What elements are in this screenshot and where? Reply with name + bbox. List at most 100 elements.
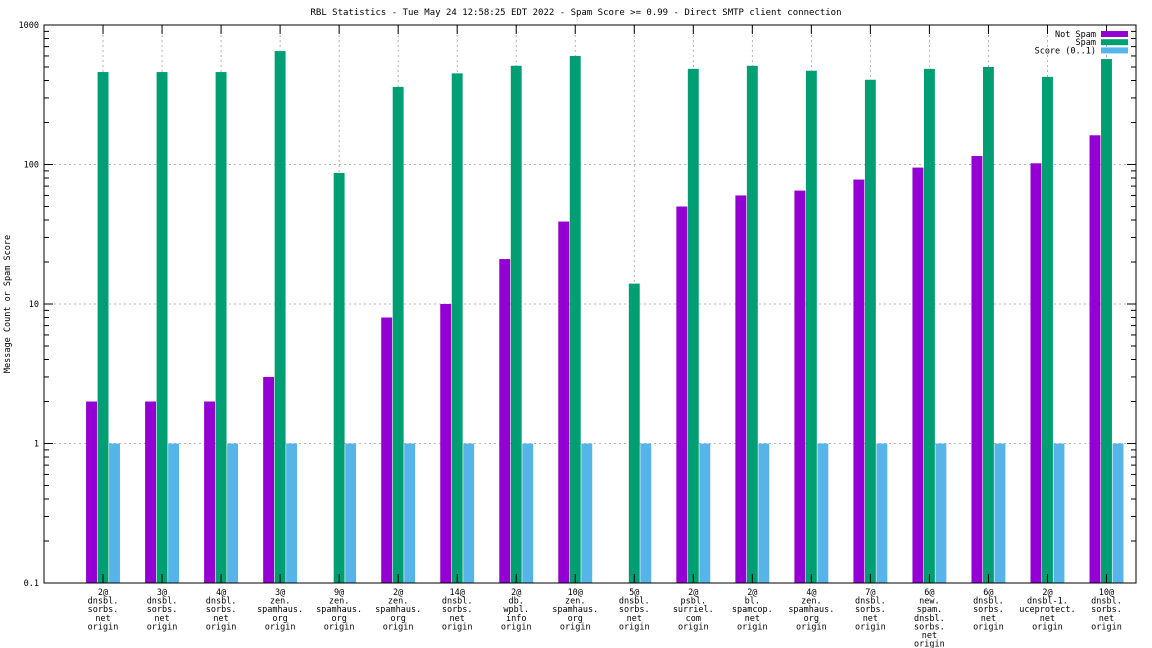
category-label-line: dnsbl. <box>914 614 945 624</box>
category-label: 3@ dnsbl. sorbs. net origin <box>147 588 178 632</box>
category-label-line: net <box>981 614 996 624</box>
category-label-line: org <box>568 614 583 624</box>
category-label-line: spamhaus. <box>257 605 303 615</box>
y-tick-label: 0.1 <box>24 579 39 589</box>
category-label-line: 10@ <box>1099 588 1114 598</box>
bar-spam <box>805 70 817 583</box>
category-label-line: origin <box>324 622 355 632</box>
bar-score-0-1 <box>345 443 357 583</box>
category-label-line: net <box>450 614 465 624</box>
category-label-line: org <box>272 614 287 624</box>
category-label-line: 2@ <box>747 588 757 598</box>
category-label-line: sorbs. <box>88 605 119 615</box>
bar-score-0-1 <box>1053 443 1065 583</box>
y-axis-label: Message Count or Spam Score <box>3 235 13 373</box>
y-tick-label: 1 <box>34 440 39 450</box>
category-label-line: spamhaus. <box>552 605 598 615</box>
category-label-line: wpbl. <box>503 605 529 615</box>
category-label-line: 6@ <box>983 588 993 598</box>
category-label-line: spamhaus. <box>788 605 834 615</box>
category-label-line: origin <box>442 622 473 632</box>
category-label-line: origin <box>737 622 768 632</box>
bars <box>86 51 1124 584</box>
category-label-line: net <box>745 614 760 624</box>
category-label-line: origin <box>914 640 945 648</box>
bar-spam <box>1101 59 1112 583</box>
bar-score-0-1 <box>227 443 239 583</box>
category-label-line: spamhaus. <box>375 605 421 615</box>
category-label-line: sorbs. <box>914 622 945 632</box>
category-label-line: 2@ <box>688 588 698 598</box>
category-label-line: db. <box>509 597 524 607</box>
category-label-line: origin <box>619 622 650 632</box>
category-label: 2@ dnsbl-1. uceprotect. net origin <box>1019 588 1075 632</box>
bar-spam <box>156 72 168 583</box>
category-label: 2@ bl. spamcop. net origin <box>732 588 773 632</box>
bar-score-0-1 <box>640 443 652 583</box>
bar-score-0-1 <box>876 443 888 583</box>
category-label: 3@ zen. spamhaus. org origin <box>257 588 303 632</box>
category-label-line: 2@ <box>98 588 108 598</box>
category-label: 4@ zen. spamhaus. org origin <box>788 588 834 632</box>
bar-spam <box>333 172 345 583</box>
bar-not-spam <box>86 401 97 583</box>
bar-score-0-1 <box>463 443 475 583</box>
category-label-line: info <box>506 614 526 624</box>
category-label-line: org <box>804 614 819 624</box>
category-label-line: origin <box>206 622 237 632</box>
category-label-line: net <box>213 614 228 624</box>
bar-not-spam <box>1089 135 1101 584</box>
legend-swatch <box>1101 47 1128 54</box>
bar-score-0-1 <box>994 443 1006 583</box>
category-label: 7@ dnsbl. sorbs. net origin <box>855 588 886 632</box>
bar-not-spam <box>794 190 806 584</box>
legend-label: Not Spam <box>1055 30 1096 40</box>
category-label-line: sorbs. <box>1091 605 1122 615</box>
bar-spam <box>687 68 699 583</box>
category-label-line: dnsbl-1. <box>1027 597 1068 607</box>
category-label-line: 10@ <box>568 588 583 598</box>
category-label-line: 14@ <box>450 588 465 598</box>
category-label-line: sorbs. <box>973 605 1004 615</box>
bar-not-spam <box>912 167 924 584</box>
category-label-line: 3@ <box>157 588 167 598</box>
category-label: 2@ dnsbl. sorbs. net origin <box>88 588 119 632</box>
bar-spam <box>982 66 994 584</box>
category-label-line: net <box>1040 614 1055 624</box>
category-label-line: dnsbl. <box>88 597 119 607</box>
category-label-line: 3@ <box>275 588 285 598</box>
bar-score-0-1 <box>935 443 947 583</box>
bar-not-spam <box>676 206 688 583</box>
category-label-line: 6@ <box>924 588 934 598</box>
category-label-line: zen. <box>565 597 585 607</box>
y-axis-ticks: 0.1 1 10 100 1000 <box>19 21 1136 589</box>
category-label-line: spam. <box>917 605 943 615</box>
category-label-line: origin <box>501 622 532 632</box>
category-label-line: sorbs. <box>206 605 237 615</box>
legend-swatch <box>1101 39 1128 46</box>
bar-not-spam <box>853 179 865 583</box>
category-label: 9@ zen. spamhaus. org origin <box>316 588 362 632</box>
bar-spam <box>215 72 227 583</box>
category-label-line: 2@ <box>1042 588 1052 598</box>
bar-not-spam <box>381 317 393 583</box>
category-label-line: zen. <box>801 597 821 607</box>
category-label-line: dnsbl. <box>973 597 1004 607</box>
category-label: 10@ dnsbl. sorbs. net origin <box>1091 588 1122 632</box>
category-label-line: psbl. <box>681 597 707 607</box>
category-label: 2@ psbl. surriel. com origin <box>673 588 714 632</box>
bar-not-spam <box>145 401 157 583</box>
bar-not-spam <box>263 376 275 583</box>
category-label-line: sorbs. <box>147 605 178 615</box>
bar-score-0-1 <box>404 443 416 583</box>
category-label: 5@ dnsbl. sorbs. net origin <box>619 588 650 632</box>
bar-not-spam <box>735 195 747 583</box>
bar-score-0-1 <box>817 443 829 583</box>
category-label-line: origin <box>265 622 296 632</box>
category-label-line: dnsbl. <box>147 597 178 607</box>
bar-not-spam <box>558 221 570 583</box>
category-label-line: origin <box>383 622 414 632</box>
bar-spam <box>97 72 109 583</box>
